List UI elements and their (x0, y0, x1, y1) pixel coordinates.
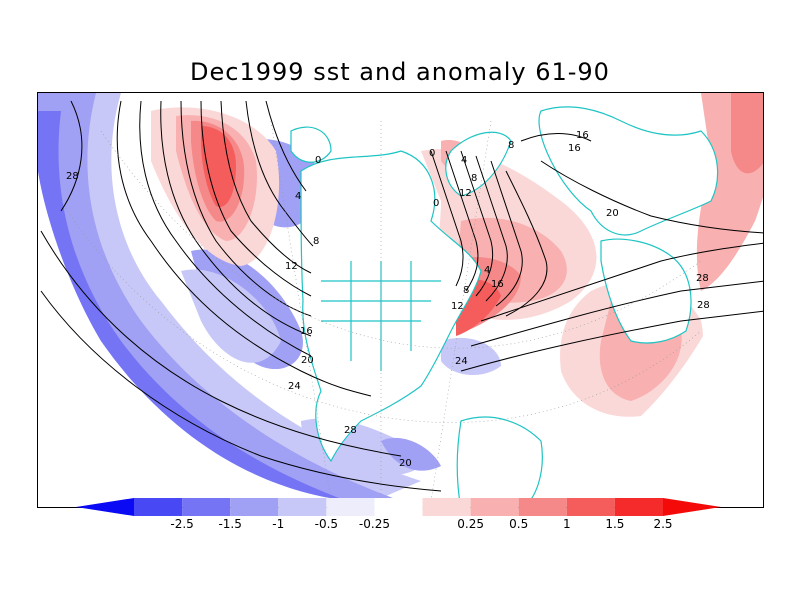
land-outlines (290, 106, 719, 507)
colorbar-tick-label: -0.5 (314, 517, 339, 531)
colorbar-tick-label: 2.5 (653, 517, 673, 531)
contour-label: 16 (300, 326, 313, 337)
colorbar-bin (422, 498, 471, 516)
contour-label: 20 (606, 208, 619, 219)
contour-label: 24 (288, 381, 301, 392)
contour-label: 28 (696, 273, 709, 284)
contour-label: 12 (459, 188, 472, 199)
colorbar-bin (230, 498, 279, 516)
contour-label: 8 (313, 236, 319, 247)
graticule (60, 120, 702, 502)
contour-label: 8 (463, 285, 469, 296)
contour-label: 4 (295, 191, 301, 202)
contour-label: 16 (491, 279, 504, 290)
colorbar (76, 498, 721, 516)
contour-label: 8 (471, 173, 477, 184)
contour-label: 8 (508, 140, 514, 151)
contour-label: 12 (285, 261, 298, 272)
contour-label: 4 (461, 155, 467, 166)
contour-label: 0 (433, 198, 439, 209)
contour-label: 24 (455, 356, 468, 367)
colorbar-low-arrow (76, 498, 134, 516)
map-frame: 28 0 4 8 12 16 20 24 28 0 4 8 12 16 20 2… (37, 92, 764, 508)
colorbar-tick-label: 0.5 (509, 517, 529, 531)
colorbar-bin (326, 498, 375, 516)
colorbar-tick-label: -1.5 (218, 517, 242, 531)
contour-label: 4 (484, 265, 490, 276)
colorbar-tick-label: -0.25 (358, 517, 390, 531)
contour-label: 0 (315, 155, 321, 166)
contour-label: 20 (399, 458, 412, 469)
colorbar-bin (182, 498, 231, 516)
colorbar-bin (134, 498, 183, 516)
map-canvas: 28 0 4 8 12 16 20 24 28 0 4 8 12 16 20 2… (38, 93, 763, 507)
colorbar-tick-label: 0.25 (457, 517, 484, 531)
colorbar-high-arrow (663, 498, 721, 516)
contour-label: 20 (301, 355, 314, 366)
contour-label: 28 (697, 300, 710, 311)
contour-label: 28 (66, 171, 79, 182)
contour-label: 16 (576, 130, 589, 141)
sst-contours (40, 100, 763, 492)
colorbar-bin (470, 498, 519, 516)
map-title: Dec1999 sst and anomaly 61-90 (190, 58, 610, 86)
contour-label: 0 (429, 148, 435, 159)
colorbar-bin (566, 498, 615, 516)
colorbar-tick-label: -2.5 (170, 517, 194, 531)
colorbar-tick-label: 1.5 (605, 517, 625, 531)
colorbar-bin (614, 498, 663, 516)
contour-label: 16 (568, 143, 581, 154)
contour-label: 12 (451, 301, 464, 312)
colorbar-tick-label: -1 (272, 517, 285, 531)
colorbar-labels: -2.5 -1.5 -1 -0.5 -0.25 0.25 0.5 1 1.5 2.5 (0, 517, 800, 533)
contour-labels: 28 0 4 8 12 16 20 24 28 0 4 8 12 16 20 2… (66, 130, 710, 469)
colorbar-bin (278, 498, 327, 516)
colorbar-tick-label: 1 (562, 517, 571, 531)
colorbar-bin (374, 498, 423, 516)
contour-label: 28 (344, 425, 357, 436)
colorbar-bin (518, 498, 567, 516)
